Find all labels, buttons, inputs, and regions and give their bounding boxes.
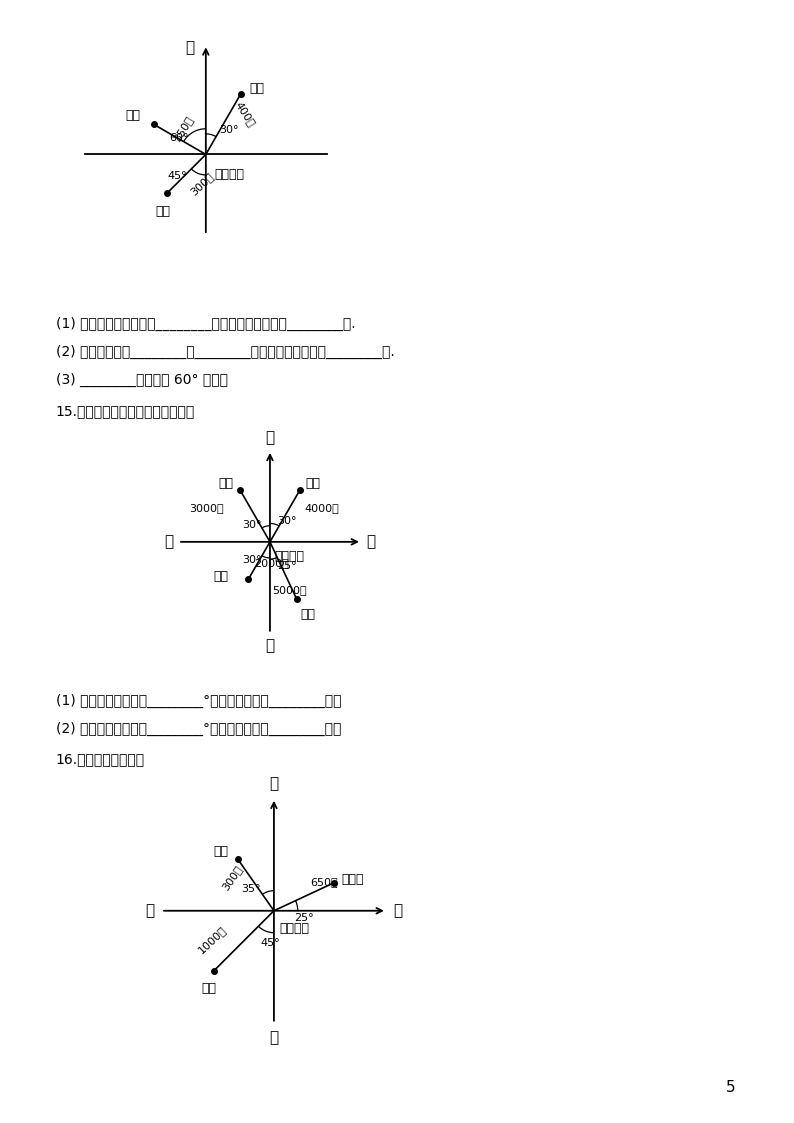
- Text: 北: 北: [265, 430, 275, 446]
- Text: 30°: 30°: [242, 520, 262, 530]
- Text: 5: 5: [726, 1080, 735, 1095]
- Text: 4000米: 4000米: [305, 503, 340, 513]
- Text: 30°: 30°: [219, 126, 238, 135]
- Text: 60°: 60°: [169, 134, 189, 144]
- Text: 650米: 650米: [310, 877, 337, 886]
- Text: 30°: 30°: [277, 515, 296, 526]
- Text: 东: 东: [367, 535, 376, 549]
- Text: 东: 东: [393, 903, 403, 919]
- Text: 5000米: 5000米: [272, 585, 307, 595]
- Text: 南: 南: [265, 638, 275, 654]
- Text: 北: 北: [185, 40, 195, 55]
- Text: 15.以市民广场为观测点（如图）。: 15.以市民广场为观测点（如图）。: [56, 404, 195, 418]
- Text: 超市: 超市: [214, 569, 229, 583]
- Text: 学校: 学校: [214, 846, 229, 858]
- Text: 300米: 300米: [189, 171, 216, 197]
- Text: (1) 书店的位置是北偏________°，距离市民广场________米。: (1) 书店的位置是北偏________°，距离市民广场________米。: [56, 694, 341, 709]
- Text: (2) 医院的位置是南偏________°，距离市民广场________米。: (2) 医院的位置是南偏________°，距离市民广场________米。: [56, 722, 341, 737]
- Text: 300米: 300米: [220, 864, 244, 892]
- Text: 1000米: 1000米: [196, 924, 228, 955]
- Text: 西: 西: [145, 903, 155, 919]
- Text: 45°: 45°: [168, 172, 187, 182]
- Text: 350米: 350米: [172, 115, 195, 143]
- Text: 南: 南: [269, 1030, 279, 1044]
- Text: 邮局: 邮局: [125, 109, 141, 122]
- Text: 3000米: 3000米: [189, 503, 224, 513]
- Text: 25°: 25°: [294, 913, 314, 923]
- Text: 银行: 银行: [249, 82, 264, 94]
- Text: 北: 北: [269, 777, 279, 792]
- Text: (3) ________在北偏西 60° 方向。: (3) ________在北偏西 60° 方向。: [56, 373, 228, 387]
- Text: 书店: 书店: [156, 206, 171, 218]
- Text: 35°: 35°: [241, 884, 260, 894]
- Text: 45°: 45°: [260, 939, 279, 948]
- Text: 少年宫: 少年宫: [341, 874, 364, 886]
- Text: 书店: 书店: [218, 477, 233, 491]
- Text: 2000米: 2000米: [254, 558, 289, 568]
- Text: (2) 书店的位置是________偏________方向，距离购物中心________米.: (2) 书店的位置是________偏________方向，距离购物中心____…: [56, 345, 395, 359]
- Text: 30°: 30°: [242, 555, 262, 565]
- Text: 学校: 学校: [306, 477, 321, 491]
- Text: 市府广场: 市府广场: [279, 922, 309, 935]
- Text: (1) 银行的位置是北偏东________方向，距离购物中心________米.: (1) 银行的位置是北偏东________方向，距离购物中心________米.: [56, 317, 355, 331]
- Text: 16.观察示意图填空。: 16.观察示意图填空。: [56, 752, 145, 766]
- Text: 西: 西: [164, 535, 173, 549]
- Text: 医院: 医院: [300, 608, 315, 621]
- Text: 购物中心: 购物中心: [214, 167, 245, 181]
- Text: 市民广场: 市民广场: [275, 550, 305, 564]
- Text: 25°: 25°: [277, 562, 296, 570]
- Text: 商店: 商店: [202, 982, 217, 995]
- Text: 400米: 400米: [233, 100, 257, 128]
